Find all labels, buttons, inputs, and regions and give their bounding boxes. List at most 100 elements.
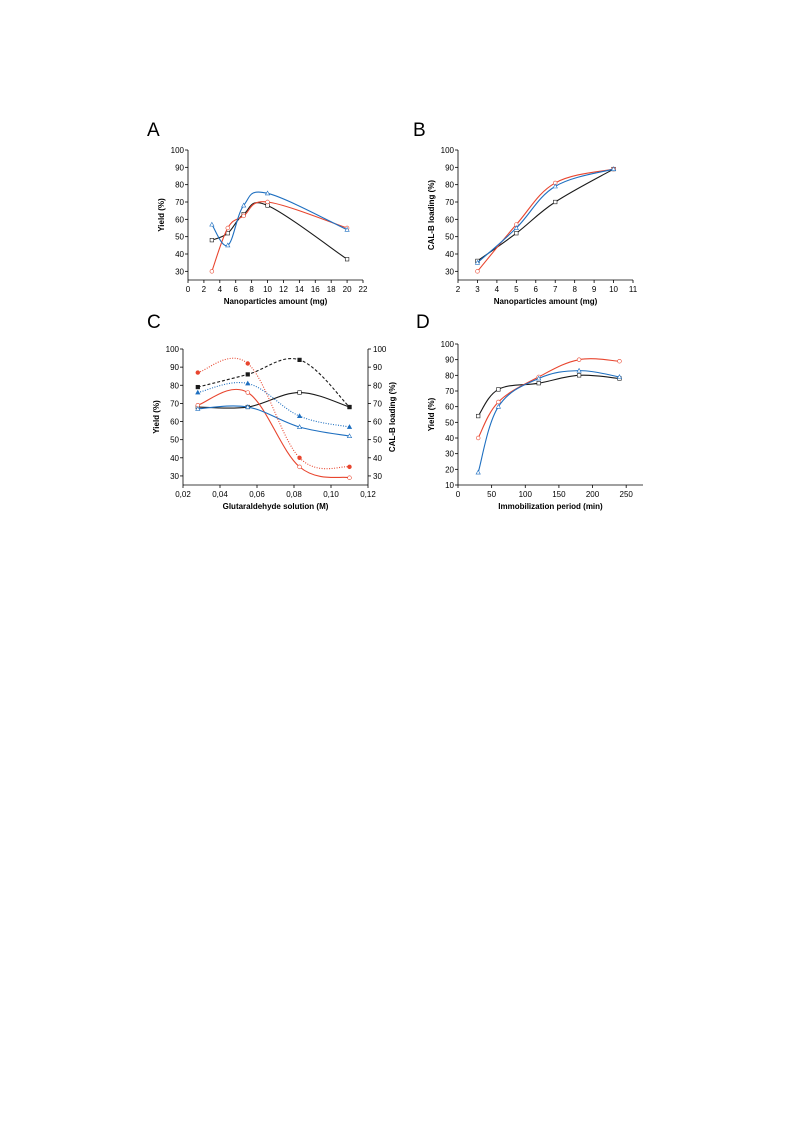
data-point [195,389,201,395]
y-tick-label: 100 [166,345,180,354]
data-point [496,399,501,405]
y-tick-label: 30 [445,450,454,459]
data-point [576,367,582,373]
x-tick-label: 11 [629,285,638,294]
x-tick-label: 0,06 [249,490,265,499]
y-tick-label: 30 [445,267,454,276]
data-point [475,435,481,441]
y-tick-label: 90 [445,163,454,172]
y-right-tick-label: 100 [373,345,387,354]
data-point [245,372,250,377]
y-tick-label: 50 [175,233,184,242]
data-point [296,424,303,429]
data-point [245,404,251,409]
x-tick-label: 18 [327,285,336,294]
x-axis-title: Nanoparticles amount (mg) [494,297,598,306]
x-tick-label: 0,10 [323,490,339,499]
x-tick-label: 6 [534,285,539,294]
y-tick-label: 40 [445,434,454,443]
y-tick-label: 60 [175,215,184,224]
y-axis-title: Yield (%) [427,397,436,431]
x-tick-label: 22 [359,285,368,294]
data-point [209,269,215,274]
series-line [211,202,348,260]
data-point [495,403,501,409]
y-tick-label: 50 [445,418,454,427]
y-tick-label: 100 [441,146,455,155]
y-tick-label: 60 [170,418,179,427]
data-point [346,433,353,438]
x-axis-title: Glutaraldehyde solution (M) [223,502,329,511]
chart-panel-c: C 0,02 0,04 0,06 0,08 0,10 0,12 30 40 50 60 70 80 90 1… [147,312,397,511]
y-tick-label: 30 [175,267,184,276]
x-tick-label: 0,02 [175,490,191,499]
x-tick-label: 0,04 [212,490,228,499]
data-point [553,199,558,205]
y-tick-label: 40 [175,250,184,259]
y-tick-label: 80 [445,181,454,190]
series-line [197,391,350,409]
data-point [347,464,352,470]
data-point [576,373,582,378]
x-tick-label: 20 [343,285,352,294]
x-tick-label: 250 [620,490,634,499]
x-tick-label: 0 [186,285,191,294]
x-tick-label: 0,08 [286,490,302,499]
y-right-tick-label: 80 [373,381,382,390]
data-point [225,242,231,248]
y-axis-right-title: CAL-B loading (%) [388,382,397,453]
y-tick-label: 80 [445,371,454,380]
x-tick-label: 5 [514,285,519,294]
x-tick-label: 2 [456,285,461,294]
data-point [195,384,200,390]
y-tick-label: 70 [175,198,184,207]
chart-panel-d: D 0 50 100 150 200 250 10 20 30 40 50 60 70 80 90 100 Imm… [416,312,643,511]
data-point [552,183,558,189]
data-point [347,404,352,410]
y-tick-label: 60 [445,215,454,224]
series-line [211,191,348,247]
data-point [209,221,215,227]
data-point [245,390,250,395]
data-point [347,475,352,480]
data-point [245,361,250,366]
y-tick-label: 80 [175,181,184,190]
panel-letter: C [147,312,161,333]
x-tick-label: 100 [519,490,533,499]
data-point [617,359,622,364]
x-tick-label: 10 [263,285,272,294]
data-point [476,413,481,419]
x-tick-label: 12 [279,285,288,294]
series-line [477,374,620,417]
x-tick-label: 150 [552,490,566,499]
series-line [477,168,614,264]
data-point [514,231,519,236]
data-point [297,390,302,395]
panel-letter: D [416,312,430,333]
y-axis-title: Yield (%) [157,198,166,232]
y-tick-label: 100 [441,340,455,349]
data-point [475,469,481,475]
data-point [344,257,350,262]
panel-letter: B [413,120,426,141]
y-right-tick-label: 70 [373,399,382,408]
data-point [241,213,246,219]
data-point [225,225,230,231]
series-line [197,358,350,408]
data-point [616,374,623,379]
data-point [297,357,302,362]
data-point [475,269,480,274]
x-tick-label: 8 [249,285,254,294]
x-tick-label: 9 [592,285,597,294]
x-tick-label: 0 [456,490,461,499]
x-tick-label: 3 [475,285,480,294]
y-tick-label: 100 [171,146,185,155]
y-right-tick-label: 30 [373,472,382,481]
x-axis-title: Nanoparticles amount (mg) [224,297,328,306]
y-right-tick-label: 60 [373,418,382,427]
series-line [477,358,620,439]
y-tick-label: 40 [445,250,454,259]
data-point [264,190,271,196]
x-tick-label: 8 [572,285,577,294]
